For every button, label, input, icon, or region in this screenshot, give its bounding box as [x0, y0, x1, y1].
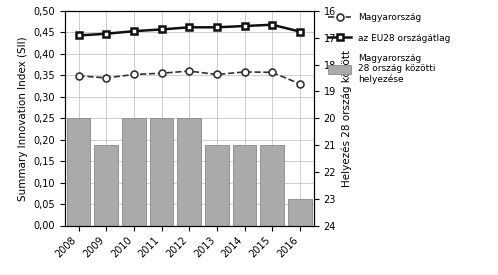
Bar [260, 145, 284, 226]
Bar [288, 199, 312, 225]
Bar [205, 145, 229, 226]
Y-axis label: Summary Innovation Index (SII): Summary Innovation Index (SII) [18, 36, 28, 200]
Y-axis label: Helyezés 28 ország között: Helyezés 28 ország között [342, 50, 352, 187]
Legend: Magyarország, az EU28 országátlag, Magyarország
28 ország közötti
helyezése: Magyarország, az EU28 országátlag, Magya… [326, 10, 453, 87]
Bar [177, 118, 201, 226]
Bar [233, 145, 256, 226]
Bar [95, 145, 118, 226]
Bar [67, 118, 90, 226]
Bar [150, 118, 173, 226]
Bar [122, 118, 145, 226]
